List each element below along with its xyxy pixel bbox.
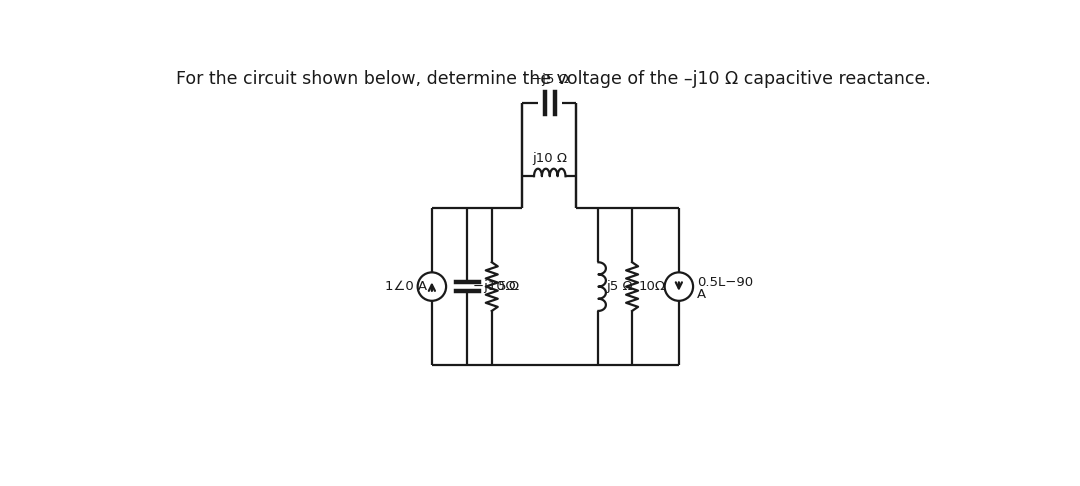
Text: 5Ω: 5Ω [498,280,516,293]
Text: −j10 Ω: −j10 Ω [473,280,519,293]
Text: A: A [697,288,706,301]
Text: For the circuit shown below, determine the voltage of the –j10 Ω capacitive reac: For the circuit shown below, determine t… [176,69,931,87]
Text: −j5 Ω: −j5 Ω [531,73,569,87]
Text: j5 Ω: j5 Ω [607,280,633,293]
Text: 10Ω: 10Ω [638,280,665,293]
Text: 1∠0 A: 1∠0 A [386,280,428,293]
Text: 0.5L−90: 0.5L−90 [697,276,753,289]
Text: j10 Ω: j10 Ω [532,152,567,165]
